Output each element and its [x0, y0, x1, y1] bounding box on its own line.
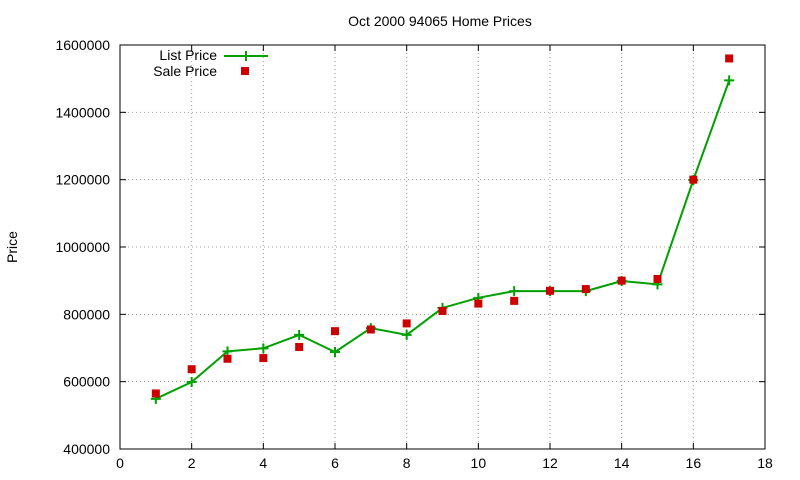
list-price-point	[294, 329, 305, 340]
sale-price-point	[331, 327, 339, 336]
sale-price-point	[259, 354, 268, 363]
legend-label-list-price: List Price	[159, 47, 217, 63]
sale-price-point	[510, 296, 519, 305]
list-price-point	[724, 75, 735, 86]
legend-marker-sale-price	[241, 67, 249, 75]
grid-lines	[120, 45, 765, 449]
x-tick-label: 6	[331, 455, 339, 471]
y-tick-label: 800000	[63, 306, 110, 322]
y-axis-label: Price	[4, 231, 20, 263]
x-tick-label: 10	[471, 455, 487, 471]
sale-price-point	[366, 325, 375, 334]
sale-price-point	[581, 285, 590, 294]
tick-labels: 0 2 4 6 8 10 12 14 16 18 400000 600000 800000 1000000…	[55, 37, 773, 471]
x-tick-label: 4	[259, 455, 267, 471]
sale-price-point	[151, 389, 160, 398]
sale-price-point	[402, 319, 411, 328]
y-tick-label: 600000	[63, 374, 110, 390]
legend: List Price Sale Price	[153, 47, 268, 79]
list-price-line	[155, 80, 731, 400]
legend-label-sale-price: Sale Price	[153, 63, 217, 79]
legend-marker-list-price	[241, 51, 251, 61]
axis-ticks	[119, 44, 766, 450]
y-tick-label: 400000	[63, 441, 110, 457]
sale-price-point	[295, 342, 304, 351]
x-tick-label: 0	[116, 455, 124, 471]
x-tick-label: 18	[757, 455, 773, 471]
y-tick-label: 1000000	[55, 239, 110, 255]
sale-price-point	[187, 365, 196, 374]
x-tick-label: 8	[403, 455, 411, 471]
sale-price-point	[653, 274, 662, 283]
list-price-point	[401, 329, 412, 340]
series-layer	[150, 54, 735, 404]
x-tick-label: 12	[542, 455, 558, 471]
chart-title: Oct 2000 94065 Home Prices	[348, 13, 532, 29]
sale-price-point	[725, 54, 734, 63]
sale-price-point	[546, 286, 554, 295]
list-price-point	[330, 347, 340, 358]
sale-price-point	[617, 276, 626, 285]
list-price-point	[222, 346, 233, 357]
x-tick-label: 16	[686, 455, 702, 471]
x-tick-label: 14	[614, 455, 630, 471]
x-tick-label: 2	[188, 455, 196, 471]
sale-price-point	[474, 299, 483, 308]
list-price-point	[509, 286, 520, 297]
sale-price-point	[438, 306, 447, 315]
sale-price-point	[223, 354, 232, 363]
y-tick-label: 1600000	[55, 37, 110, 53]
y-tick-label: 1400000	[55, 104, 110, 120]
y-tick-label: 1200000	[55, 172, 110, 188]
list-price-point	[186, 377, 197, 388]
list-price-point	[258, 343, 269, 354]
sale-price-point	[689, 175, 698, 184]
